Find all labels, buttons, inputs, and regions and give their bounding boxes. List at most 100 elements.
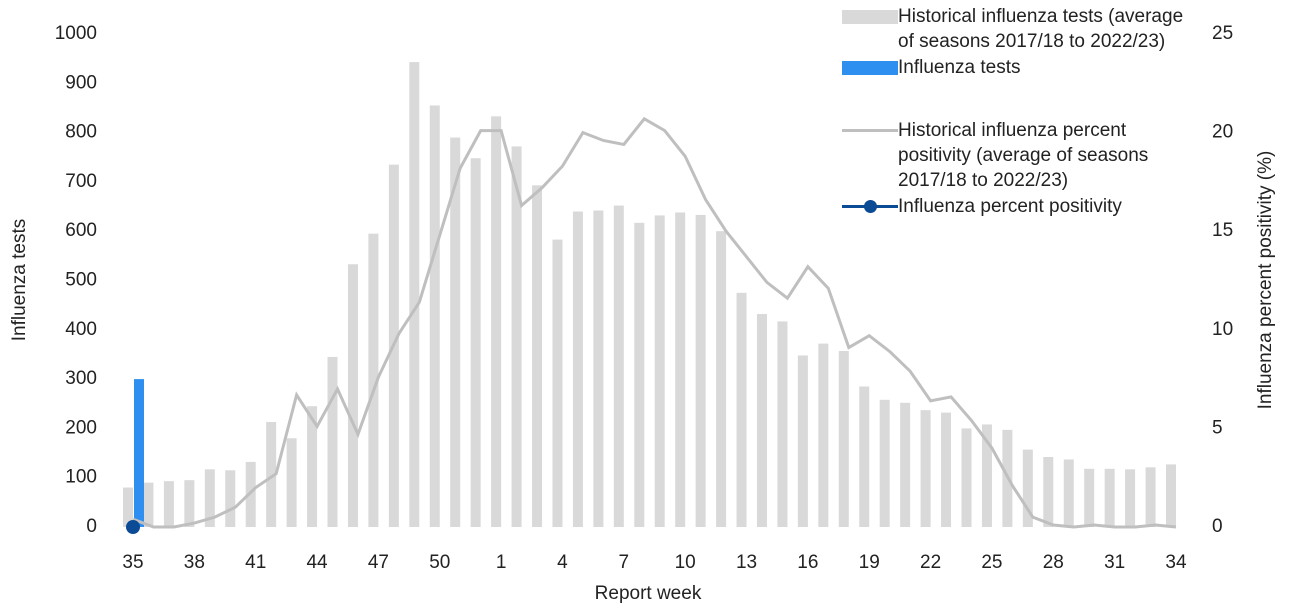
bar [123,487,133,527]
bar [143,482,154,527]
bar [368,233,379,528]
bar [266,421,277,527]
bar [613,205,624,527]
bar [838,350,849,527]
bar [409,62,420,527]
legend-label: Influenza percent positivity [898,196,1122,217]
bar [572,211,583,528]
x-axis-title: Report week [595,583,702,604]
bar [307,406,318,527]
bar [1063,459,1074,527]
legend-swatch [840,55,898,80]
x-tick-label: 47 [368,552,389,573]
y-tick-label: 200 [65,417,97,438]
bar [1125,469,1136,527]
bar [1043,456,1054,527]
bar [429,105,440,528]
y2-tick-label: 25 [1212,23,1233,44]
x-tick-label: 22 [920,552,941,573]
legend-swatch [840,194,898,219]
bar [450,137,461,527]
bar [797,355,808,527]
bar [1022,449,1033,527]
y-tick-label: 900 [65,72,97,93]
bar [184,480,195,527]
line [132,116,1177,529]
y-tick-label: 600 [65,220,97,241]
bar [1104,468,1115,527]
bar [204,469,215,527]
x-tick-label: 41 [245,552,266,573]
bar [756,314,767,527]
y-tick-label: 700 [65,171,97,192]
y2-tick-label: 15 [1212,220,1233,241]
x-tick-label: 19 [859,552,880,573]
x-tick-label: 13 [736,552,757,573]
bar [491,116,502,528]
legend: Historical influenza tests (average of s… [840,4,1200,220]
x-tick-label: 28 [1043,552,1064,573]
y-tick-label: 800 [65,122,97,143]
x-tick-label: 4 [557,552,568,573]
y2-tick-label: 10 [1212,319,1233,340]
bar [981,424,992,527]
bar [654,215,665,527]
bar [695,214,706,527]
bar [593,210,604,527]
legend-item: Historical influenza tests (average of s… [840,4,1200,54]
legend-label: Historical influenza percent positivity … [898,120,1149,191]
x-tick-label: 10 [675,552,696,573]
y2-tick-label: 5 [1212,417,1223,438]
x-tick-label: 35 [122,552,143,573]
x-tick-label: 25 [981,552,1002,573]
y-tick-label: 0 [86,516,97,537]
bar [327,356,338,527]
legend-label: Influenza tests [898,57,1021,78]
x-tick-label: 1 [496,552,507,573]
bar [900,402,911,527]
bar [347,264,358,527]
bar [225,470,236,527]
legend-item: Historical influenza percent positivity … [840,118,1200,193]
y-tick-label: 400 [65,319,97,340]
y2-tick-label: 0 [1212,516,1223,537]
bar [634,222,645,527]
legend-item: Influenza percent positivity [840,194,1200,219]
y-axis-title: Influenza tests [9,219,30,342]
legend-label: Historical influenza tests (average of s… [898,6,1184,52]
y2-tick-label: 20 [1212,122,1233,143]
legend-item: Influenza tests [840,55,1200,80]
bar [1084,468,1095,527]
bar [777,321,788,527]
x-tick-label: 16 [797,552,818,573]
bar [552,239,563,527]
bar [879,399,890,527]
y2-axis-title: Influenza percent positivity (%) [1255,151,1276,410]
y-tick-label: 1000 [55,23,97,44]
x-tick-label: 31 [1104,552,1125,573]
marker [126,520,140,534]
legend-swatch [840,118,898,143]
bar [941,412,952,527]
bar [961,428,972,527]
bar [470,158,481,527]
bar [859,386,870,527]
x-tick-label: 34 [1165,552,1187,573]
bar [675,212,686,527]
bar [134,379,144,527]
bar [716,231,727,527]
bar [920,410,931,527]
y-tick-label: 300 [65,368,97,389]
x-tick-label: 44 [306,552,328,573]
bar [286,438,297,527]
bar [511,146,522,528]
x-tick-label: 50 [429,552,450,573]
bar [163,481,174,527]
x-tick-label: 38 [184,552,205,573]
bar [818,343,829,527]
y-tick-label: 500 [65,270,97,291]
bar [1166,464,1176,527]
bar [532,185,543,527]
